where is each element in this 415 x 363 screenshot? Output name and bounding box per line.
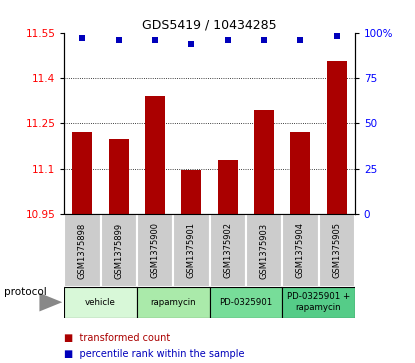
Bar xyxy=(137,214,173,287)
Text: vehicle: vehicle xyxy=(85,298,116,307)
Bar xyxy=(109,139,129,214)
Text: PD-0325901 +
rapamycin: PD-0325901 + rapamycin xyxy=(287,293,350,312)
Text: ■  transformed count: ■ transformed count xyxy=(64,333,171,343)
Text: GSM1375903: GSM1375903 xyxy=(259,223,269,278)
Bar xyxy=(210,287,282,318)
Bar xyxy=(64,287,137,318)
Text: GSM1375898: GSM1375898 xyxy=(78,223,87,278)
Bar xyxy=(282,287,355,318)
Point xyxy=(297,37,304,43)
Text: GSM1375905: GSM1375905 xyxy=(332,223,341,278)
Text: rapamycin: rapamycin xyxy=(151,298,196,307)
Text: PD-0325901: PD-0325901 xyxy=(219,298,273,307)
Bar xyxy=(218,160,238,214)
Bar xyxy=(254,110,274,214)
Text: GSM1375902: GSM1375902 xyxy=(223,223,232,278)
Bar xyxy=(210,214,246,287)
Point xyxy=(188,41,195,46)
Bar xyxy=(137,287,210,318)
Point xyxy=(333,33,340,39)
Bar xyxy=(173,214,210,287)
Bar xyxy=(64,214,101,287)
Point xyxy=(115,37,122,43)
Bar xyxy=(319,214,355,287)
Point xyxy=(225,37,231,43)
Text: GSM1375900: GSM1375900 xyxy=(151,223,160,278)
Polygon shape xyxy=(39,293,62,311)
Title: GDS5419 / 10434285: GDS5419 / 10434285 xyxy=(142,19,277,32)
Bar xyxy=(73,132,93,214)
Point xyxy=(79,35,86,41)
Text: protocol: protocol xyxy=(4,287,47,297)
Bar xyxy=(181,170,201,214)
Bar xyxy=(327,61,347,214)
Text: GSM1375901: GSM1375901 xyxy=(187,223,196,278)
Bar xyxy=(145,96,165,214)
Point xyxy=(152,37,159,43)
Bar xyxy=(282,214,319,287)
Point xyxy=(261,37,267,43)
Bar xyxy=(290,132,310,214)
Text: GSM1375904: GSM1375904 xyxy=(296,223,305,278)
Text: ■  percentile rank within the sample: ■ percentile rank within the sample xyxy=(64,349,245,359)
Text: GSM1375899: GSM1375899 xyxy=(114,223,123,278)
Bar xyxy=(100,214,137,287)
Bar xyxy=(246,214,282,287)
